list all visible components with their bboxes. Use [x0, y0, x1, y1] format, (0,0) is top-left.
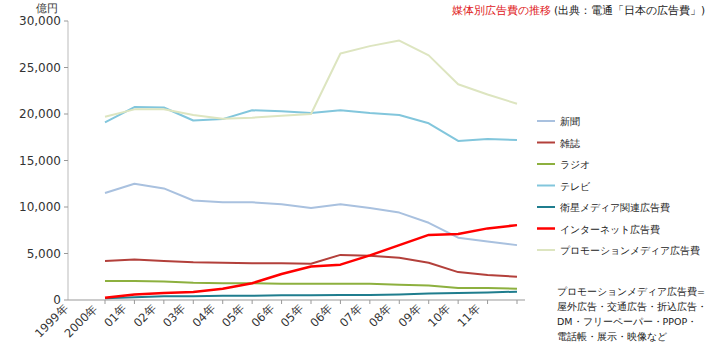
x-axis: [68, 300, 525, 301]
x-tick: [399, 300, 400, 304]
x-tick-label: 2000年: [61, 301, 100, 340]
legend-swatch: [537, 163, 555, 165]
x-tick: [193, 300, 194, 304]
y-tick: [64, 67, 68, 68]
x-tick: [134, 300, 135, 304]
x-tick: [340, 300, 341, 304]
legend-swatch: [537, 249, 555, 251]
y-tick: [64, 253, 68, 254]
lines: [105, 41, 517, 299]
series-line: [105, 41, 517, 119]
x-tick-label: 09年: [396, 301, 425, 330]
y-tick-label: 15,000: [19, 154, 61, 168]
title: 媒体別広告費の推移: [452, 4, 551, 16]
x-tick-label: 06年: [307, 301, 336, 330]
legend-swatch: [537, 206, 555, 208]
x-tick-label: 11年: [454, 301, 483, 330]
y-tick: [64, 114, 68, 115]
legend-swatch: [537, 120, 555, 122]
annotation: プロモーションメディア広告費=屋外広告・交通広告・折込広告・DM・フリーペーパー…: [557, 284, 707, 344]
x-tick: [369, 300, 370, 304]
x-tick-label: 08年: [366, 301, 395, 330]
x-tick: [517, 300, 518, 304]
y-tick: [64, 21, 68, 22]
y-tick-label: 20,000: [19, 107, 61, 121]
x-tick: [458, 300, 459, 304]
legend-label: 新聞: [560, 116, 580, 127]
x-tick-label: 10年: [425, 301, 454, 330]
legend-label: 雑誌: [560, 138, 580, 149]
y-tick-label: 30,000: [19, 14, 61, 28]
x-tick: [105, 300, 106, 304]
x-tick-label: 05年: [278, 301, 307, 330]
legend-swatch: [537, 227, 555, 230]
x-tick-label: 01年: [101, 301, 130, 330]
legend-label: テレビ: [560, 181, 591, 192]
subtitle: (出典：電通「日本の広告費」): [554, 4, 705, 16]
legend-label: ラジオ: [560, 159, 590, 170]
legend-label: 衛星メディア関連広告費: [560, 202, 670, 213]
x-tick-label: 07年: [337, 301, 366, 330]
legend-label: インターネット広告費: [560, 224, 660, 235]
legend-swatch: [537, 185, 555, 187]
x-tick: [252, 300, 253, 304]
y-tick: [64, 207, 68, 208]
x-tick-label: 03年: [160, 301, 189, 330]
x-tick: [487, 300, 488, 304]
x-tick: [222, 300, 223, 304]
series-line: [105, 184, 517, 245]
series-line: [105, 225, 517, 298]
x-tick-label: 06年: [248, 301, 277, 330]
x-tick-label: 05年: [219, 301, 248, 330]
x-tick: [311, 300, 312, 304]
y-tick: [64, 160, 68, 161]
x-tick: [163, 300, 164, 304]
x-tick-label: 04年: [190, 301, 219, 330]
x-tick: [281, 300, 282, 304]
y-tick-label: 5,000: [27, 247, 61, 261]
series-line: [105, 281, 517, 289]
y-tick-label: 25,000: [19, 61, 61, 75]
legend-label: プロモーションメディア広告費: [560, 245, 700, 256]
x-tick-label: 02年: [131, 301, 160, 330]
y-tick: [64, 300, 68, 301]
legend-swatch: [537, 142, 555, 144]
x-tick: [428, 300, 429, 304]
y-tick-label: 10,000: [19, 200, 61, 214]
